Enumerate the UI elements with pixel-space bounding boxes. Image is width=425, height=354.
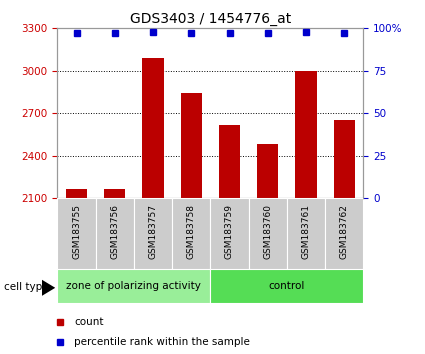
Text: GSM183759: GSM183759	[225, 204, 234, 259]
Bar	[287, 198, 325, 269]
Bar	[96, 198, 134, 269]
Text: GSM183755: GSM183755	[72, 204, 81, 259]
Bar	[172, 198, 210, 269]
Text: GSM183760: GSM183760	[263, 204, 272, 259]
Title: GDS3403 / 1454776_at: GDS3403 / 1454776_at	[130, 12, 291, 26]
Bar	[257, 144, 278, 198]
Bar	[181, 93, 202, 198]
Bar	[142, 58, 164, 198]
Bar	[210, 198, 249, 269]
Text: zone of polarizing activity: zone of polarizing activity	[66, 281, 201, 291]
Text: GSM183757: GSM183757	[148, 204, 158, 259]
Bar	[57, 269, 210, 303]
Text: GSM183756: GSM183756	[110, 204, 119, 259]
Bar	[334, 120, 355, 198]
Bar	[219, 125, 240, 198]
Polygon shape	[42, 280, 55, 296]
Bar	[57, 198, 96, 269]
Text: GSM183762: GSM183762	[340, 204, 349, 259]
Bar	[104, 189, 125, 198]
Bar	[134, 198, 172, 269]
Text: control: control	[269, 281, 305, 291]
Bar	[210, 269, 363, 303]
Bar	[66, 189, 87, 198]
Text: percentile rank within the sample: percentile rank within the sample	[74, 337, 250, 347]
Bar	[249, 198, 287, 269]
Bar	[325, 198, 363, 269]
Bar	[295, 71, 317, 198]
Text: GSM183761: GSM183761	[301, 204, 311, 259]
Text: count: count	[74, 318, 104, 327]
Text: GSM183758: GSM183758	[187, 204, 196, 259]
Text: cell type: cell type	[4, 282, 49, 292]
